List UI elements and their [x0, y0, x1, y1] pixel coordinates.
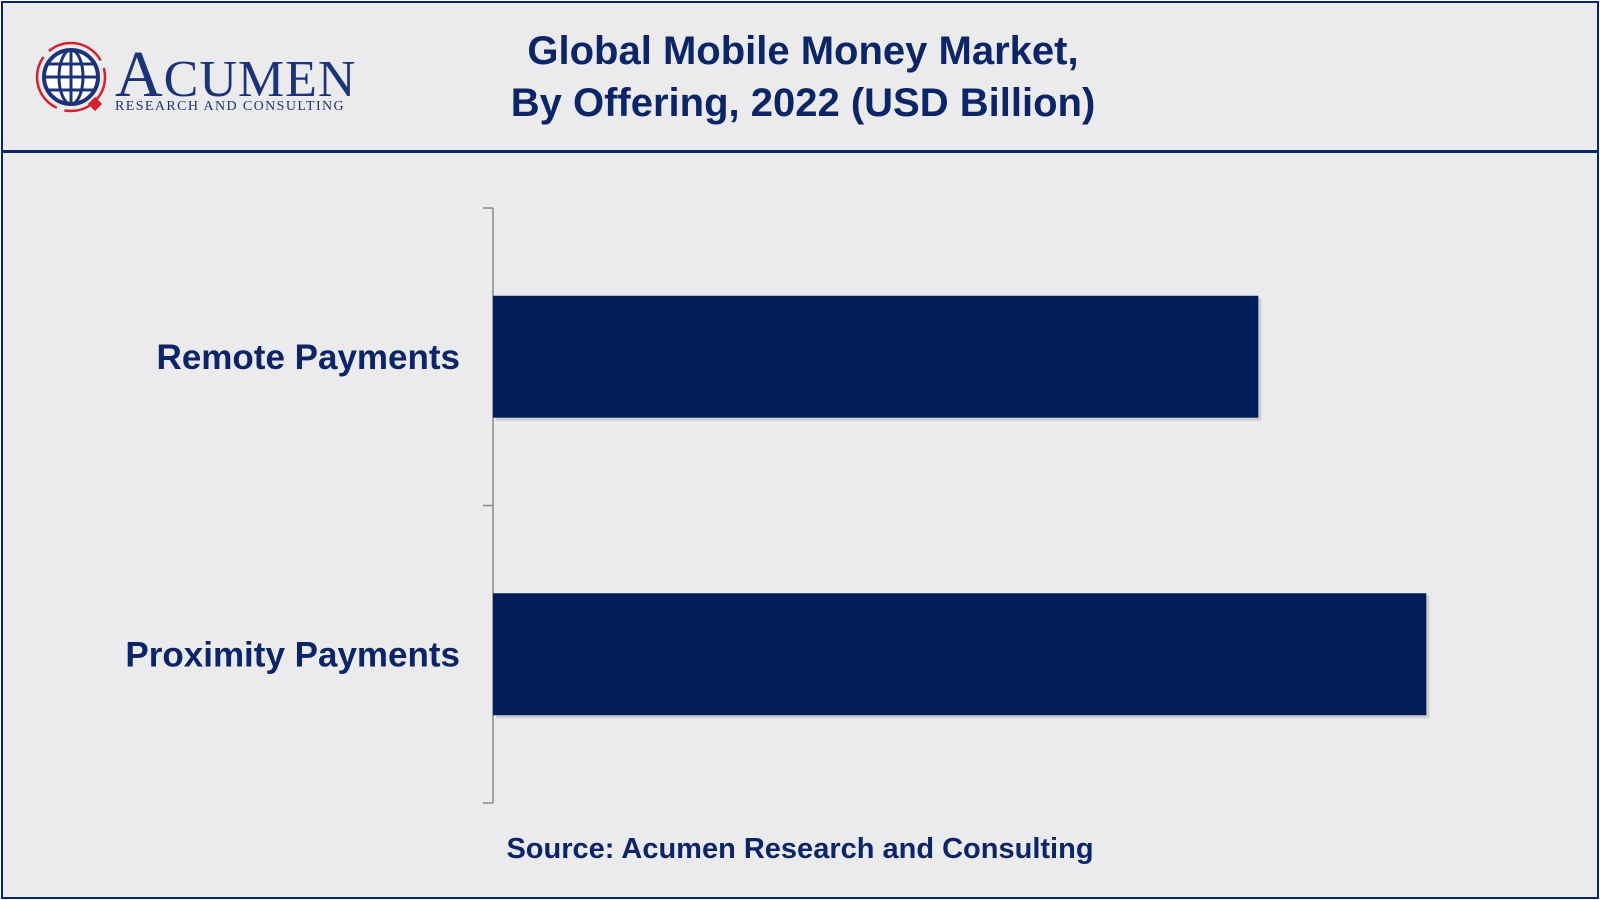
logo-wordmark: ACUMEN — [115, 38, 357, 111]
chart-title: Global Mobile Money Market, By Offering,… — [403, 25, 1203, 129]
source-note: Source: Acumen Research and Consulting — [506, 833, 1094, 865]
logo-tagline: RESEARCH AND CONSULTING — [115, 99, 346, 114]
logo-wordmark-rest: CUMEN — [163, 51, 357, 108]
header: ACUMEN RESEARCH AND CONSULTING Global Mo… — [3, 3, 1597, 153]
category-label-remote-payments: Remote Payments — [157, 338, 460, 377]
category-label-proximity-payments: Proximity Payments — [125, 635, 460, 674]
title-line-1: Global Mobile Money Market, — [527, 29, 1079, 73]
title-line-2: By Offering, 2022 (USD Billion) — [510, 81, 1096, 125]
globe-icon — [35, 41, 107, 113]
bar-chart: Remote Payments Proximity Payments — [125, 207, 1430, 804]
bar-remote-payments — [493, 295, 1259, 418]
acumen-logo: ACUMEN RESEARCH AND CONSULTING — [33, 33, 363, 123]
bar-proximity-payments — [493, 593, 1427, 716]
